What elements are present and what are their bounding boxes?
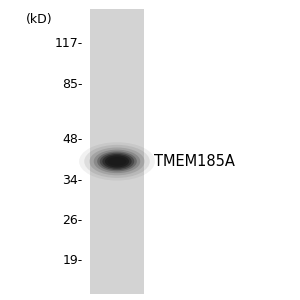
Text: 19-: 19- [62,254,82,268]
Ellipse shape [107,157,127,166]
Ellipse shape [97,152,137,171]
Ellipse shape [84,145,150,178]
Ellipse shape [89,148,145,175]
Text: 48-: 48- [62,133,82,146]
Text: TMEM185A: TMEM185A [154,154,236,169]
Text: 26-: 26- [62,214,82,227]
Text: (kD): (kD) [26,14,52,26]
FancyBboxPatch shape [90,9,144,294]
Ellipse shape [105,155,129,167]
Ellipse shape [100,153,134,170]
Ellipse shape [79,142,155,181]
Text: 34-: 34- [62,173,82,187]
Text: 117-: 117- [54,37,82,50]
Ellipse shape [94,150,140,173]
Ellipse shape [102,154,132,169]
Text: 85-: 85- [62,77,82,91]
